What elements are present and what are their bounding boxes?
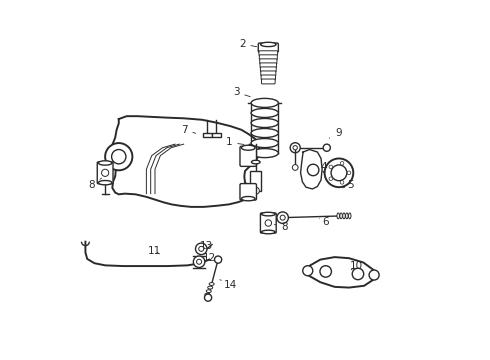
Circle shape	[277, 212, 289, 224]
Circle shape	[340, 162, 344, 165]
Circle shape	[323, 144, 330, 151]
FancyBboxPatch shape	[261, 75, 275, 80]
Text: 12: 12	[202, 253, 216, 263]
Ellipse shape	[251, 149, 278, 158]
Ellipse shape	[208, 286, 213, 289]
Ellipse shape	[261, 42, 276, 46]
Ellipse shape	[337, 213, 340, 219]
Text: 2: 2	[239, 39, 257, 49]
Ellipse shape	[242, 197, 255, 201]
Text: 13: 13	[200, 241, 213, 251]
FancyBboxPatch shape	[203, 133, 212, 137]
Text: 5: 5	[343, 180, 354, 190]
Circle shape	[352, 268, 364, 280]
FancyBboxPatch shape	[258, 43, 278, 52]
Ellipse shape	[206, 290, 211, 293]
Circle shape	[101, 169, 109, 176]
Text: 7: 7	[181, 125, 196, 135]
Ellipse shape	[242, 145, 255, 150]
Text: 8: 8	[88, 178, 101, 190]
Text: 9: 9	[329, 129, 342, 138]
FancyBboxPatch shape	[261, 71, 276, 76]
Ellipse shape	[251, 160, 260, 164]
Text: 3: 3	[233, 87, 250, 97]
Circle shape	[340, 181, 344, 184]
Circle shape	[329, 177, 333, 180]
Text: 14: 14	[220, 280, 237, 290]
Ellipse shape	[343, 213, 345, 219]
Circle shape	[329, 165, 333, 169]
Text: 10: 10	[349, 261, 363, 271]
Circle shape	[307, 164, 319, 176]
Ellipse shape	[262, 212, 275, 216]
Text: 8: 8	[274, 222, 288, 232]
Circle shape	[290, 143, 300, 153]
FancyBboxPatch shape	[240, 146, 256, 166]
Polygon shape	[300, 149, 322, 189]
Circle shape	[112, 149, 126, 164]
Polygon shape	[112, 116, 259, 207]
Circle shape	[105, 143, 132, 170]
Circle shape	[280, 215, 285, 220]
Circle shape	[265, 220, 271, 226]
Circle shape	[215, 256, 221, 263]
FancyBboxPatch shape	[259, 55, 277, 60]
FancyBboxPatch shape	[262, 79, 275, 84]
Circle shape	[369, 270, 379, 280]
FancyBboxPatch shape	[212, 133, 220, 137]
Text: 4: 4	[317, 162, 327, 172]
Ellipse shape	[251, 108, 278, 117]
Circle shape	[196, 259, 201, 264]
Ellipse shape	[262, 230, 275, 234]
FancyBboxPatch shape	[260, 63, 276, 68]
Circle shape	[293, 145, 297, 150]
FancyBboxPatch shape	[240, 184, 256, 200]
Circle shape	[347, 171, 351, 175]
Ellipse shape	[251, 129, 278, 138]
Circle shape	[194, 256, 205, 267]
Polygon shape	[308, 257, 374, 288]
FancyBboxPatch shape	[250, 171, 261, 191]
Circle shape	[204, 294, 212, 301]
Ellipse shape	[209, 283, 214, 285]
Ellipse shape	[98, 180, 112, 185]
FancyBboxPatch shape	[260, 67, 276, 72]
Ellipse shape	[251, 139, 278, 148]
Text: 1: 1	[225, 138, 244, 147]
Circle shape	[331, 165, 347, 181]
Ellipse shape	[251, 98, 278, 107]
FancyBboxPatch shape	[97, 162, 113, 184]
FancyBboxPatch shape	[260, 59, 277, 64]
Ellipse shape	[251, 118, 278, 127]
Ellipse shape	[345, 213, 348, 219]
Circle shape	[320, 266, 331, 277]
Ellipse shape	[205, 293, 210, 296]
Circle shape	[252, 187, 259, 194]
Circle shape	[293, 165, 298, 170]
Ellipse shape	[98, 161, 112, 165]
Circle shape	[196, 243, 207, 255]
Circle shape	[199, 246, 204, 251]
Ellipse shape	[348, 213, 351, 219]
Circle shape	[324, 158, 353, 187]
Ellipse shape	[340, 213, 343, 219]
FancyBboxPatch shape	[260, 213, 276, 233]
Text: 6: 6	[319, 217, 329, 227]
FancyBboxPatch shape	[259, 51, 278, 56]
Text: 11: 11	[148, 246, 161, 256]
Circle shape	[303, 266, 313, 276]
